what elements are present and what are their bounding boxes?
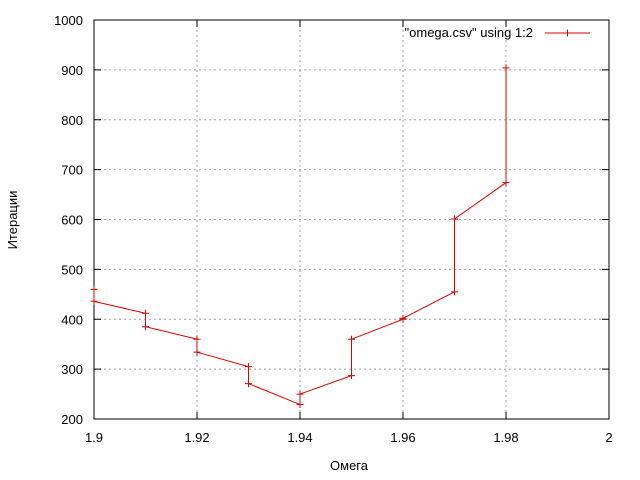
data-point: [296, 401, 304, 409]
x-tick-label: 1.9: [85, 430, 103, 445]
data-point: [348, 372, 355, 380]
data-point: [90, 285, 98, 293]
y-tick-label: 700: [61, 163, 83, 178]
data-point: [245, 380, 252, 388]
tick-labels: 200 300 400 500 600 700 800 900 1000 1.9 1.92 1.94 1…: [54, 13, 613, 445]
y-axis-label: Итерации: [5, 191, 20, 250]
data-point: [451, 215, 458, 223]
data-point: [193, 335, 201, 343]
y-tick-label: 1000: [54, 13, 83, 28]
series-omega: [90, 64, 510, 409]
data-point: [142, 309, 149, 317]
y-tick-label: 200: [61, 412, 83, 427]
y-tick-label: 300: [61, 362, 83, 377]
data-point: [90, 297, 98, 305]
y-tick-label: 800: [61, 113, 83, 128]
x-tick-label: 1.96: [390, 430, 415, 445]
data-point: [142, 323, 149, 331]
y-tick-label: 500: [61, 262, 83, 277]
data-point: [245, 363, 252, 371]
legend-label: "omega.csv" using 1:2: [405, 25, 533, 40]
y-tick-label: 600: [61, 213, 83, 228]
data-point: [502, 64, 510, 72]
data-point: [193, 348, 201, 356]
data-point: [296, 390, 304, 398]
x-tick-label: 1.92: [184, 430, 209, 445]
axis-ticks: [93, 19, 610, 420]
y-tick-label: 900: [61, 63, 83, 78]
x-tick-label: 1.94: [287, 430, 312, 445]
y-tick-label: 400: [61, 312, 83, 327]
data-point: [399, 314, 407, 322]
x-tick-label: 2: [605, 430, 612, 445]
legend-marker: [564, 29, 571, 37]
legend: "omega.csv" using 1:2: [405, 25, 590, 40]
x-tick-label: 1.98: [493, 430, 518, 445]
data-point: [348, 335, 355, 343]
data-point: [502, 179, 510, 187]
data-point: [451, 288, 458, 296]
x-axis-label: Омега: [330, 458, 369, 473]
